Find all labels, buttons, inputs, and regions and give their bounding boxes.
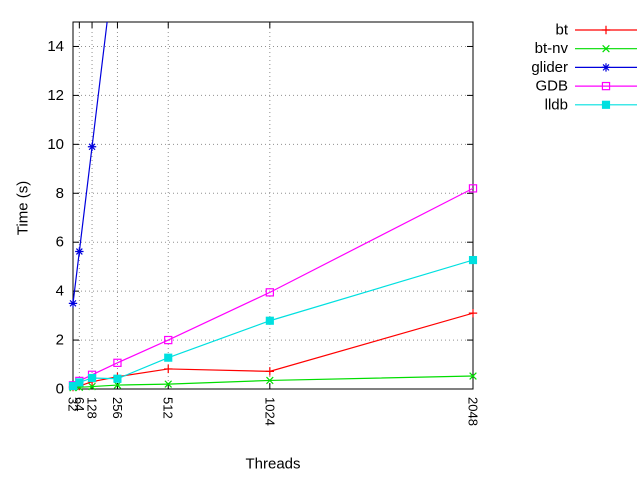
x-tick-label: 1024 (262, 397, 277, 426)
marker-filled-square (601, 100, 611, 109)
marker-asterisk (75, 247, 84, 256)
legend-label-lldb: lldb (545, 96, 568, 113)
y-tick-label: 0 (56, 381, 64, 398)
marker-plus (468, 308, 478, 318)
y-tick-label: 14 (47, 38, 64, 55)
y-tick-label: 2 (56, 332, 64, 349)
marker-cross (266, 376, 274, 385)
y-axis-label: Time (s) (14, 180, 32, 236)
marker-plus (601, 25, 611, 35)
marker-filled-square (87, 373, 97, 383)
legend-label-GDB: GDB (535, 78, 568, 95)
marker-asterisk (68, 299, 78, 308)
marker-filled-square (75, 378, 84, 387)
marker-cross (469, 372, 477, 380)
marker-plus (265, 367, 275, 376)
marker-open-square (113, 358, 122, 367)
x-tick-label: 128 (85, 397, 100, 419)
series-line-GDB (73, 187, 473, 386)
marker-plus (164, 364, 173, 374)
y-tick-label: 12 (47, 87, 64, 104)
y-tick-label: 4 (56, 283, 64, 300)
marker-filled-square (164, 353, 173, 362)
series-line-glider (73, 22, 108, 304)
x-tick-label: 512 (161, 397, 176, 419)
y-tick-label: 6 (56, 234, 64, 251)
y-tick-label: 10 (47, 136, 64, 153)
plot-frame (72, 21, 474, 390)
marker-cross (113, 381, 122, 389)
x-axis-label: Threads (245, 455, 301, 473)
marker-filled-square (265, 316, 274, 325)
marker-asterisk (601, 63, 611, 72)
marker-cross (602, 44, 610, 53)
x-tick-label: 32 (66, 397, 81, 411)
marker-open-square (164, 335, 173, 345)
marker-filled-square (468, 255, 478, 265)
legend-label-bt: bt (555, 22, 568, 39)
marker-open-square (265, 288, 274, 297)
y-tick-label: 8 (56, 185, 64, 202)
x-tick-label: 2048 (466, 397, 481, 426)
legend-label-bt-nv: bt-nv (535, 40, 569, 57)
marker-filled-square (113, 374, 122, 383)
x-tick-label: 256 (110, 397, 125, 419)
x-tick-label: 64 (72, 397, 87, 411)
marker-cross (88, 382, 96, 391)
marker-open-square (601, 81, 611, 91)
marker-asterisk (87, 142, 97, 151)
marker-cross (164, 380, 173, 388)
legend-label-glider: glider (531, 59, 568, 76)
marker-open-square (468, 184, 478, 193)
